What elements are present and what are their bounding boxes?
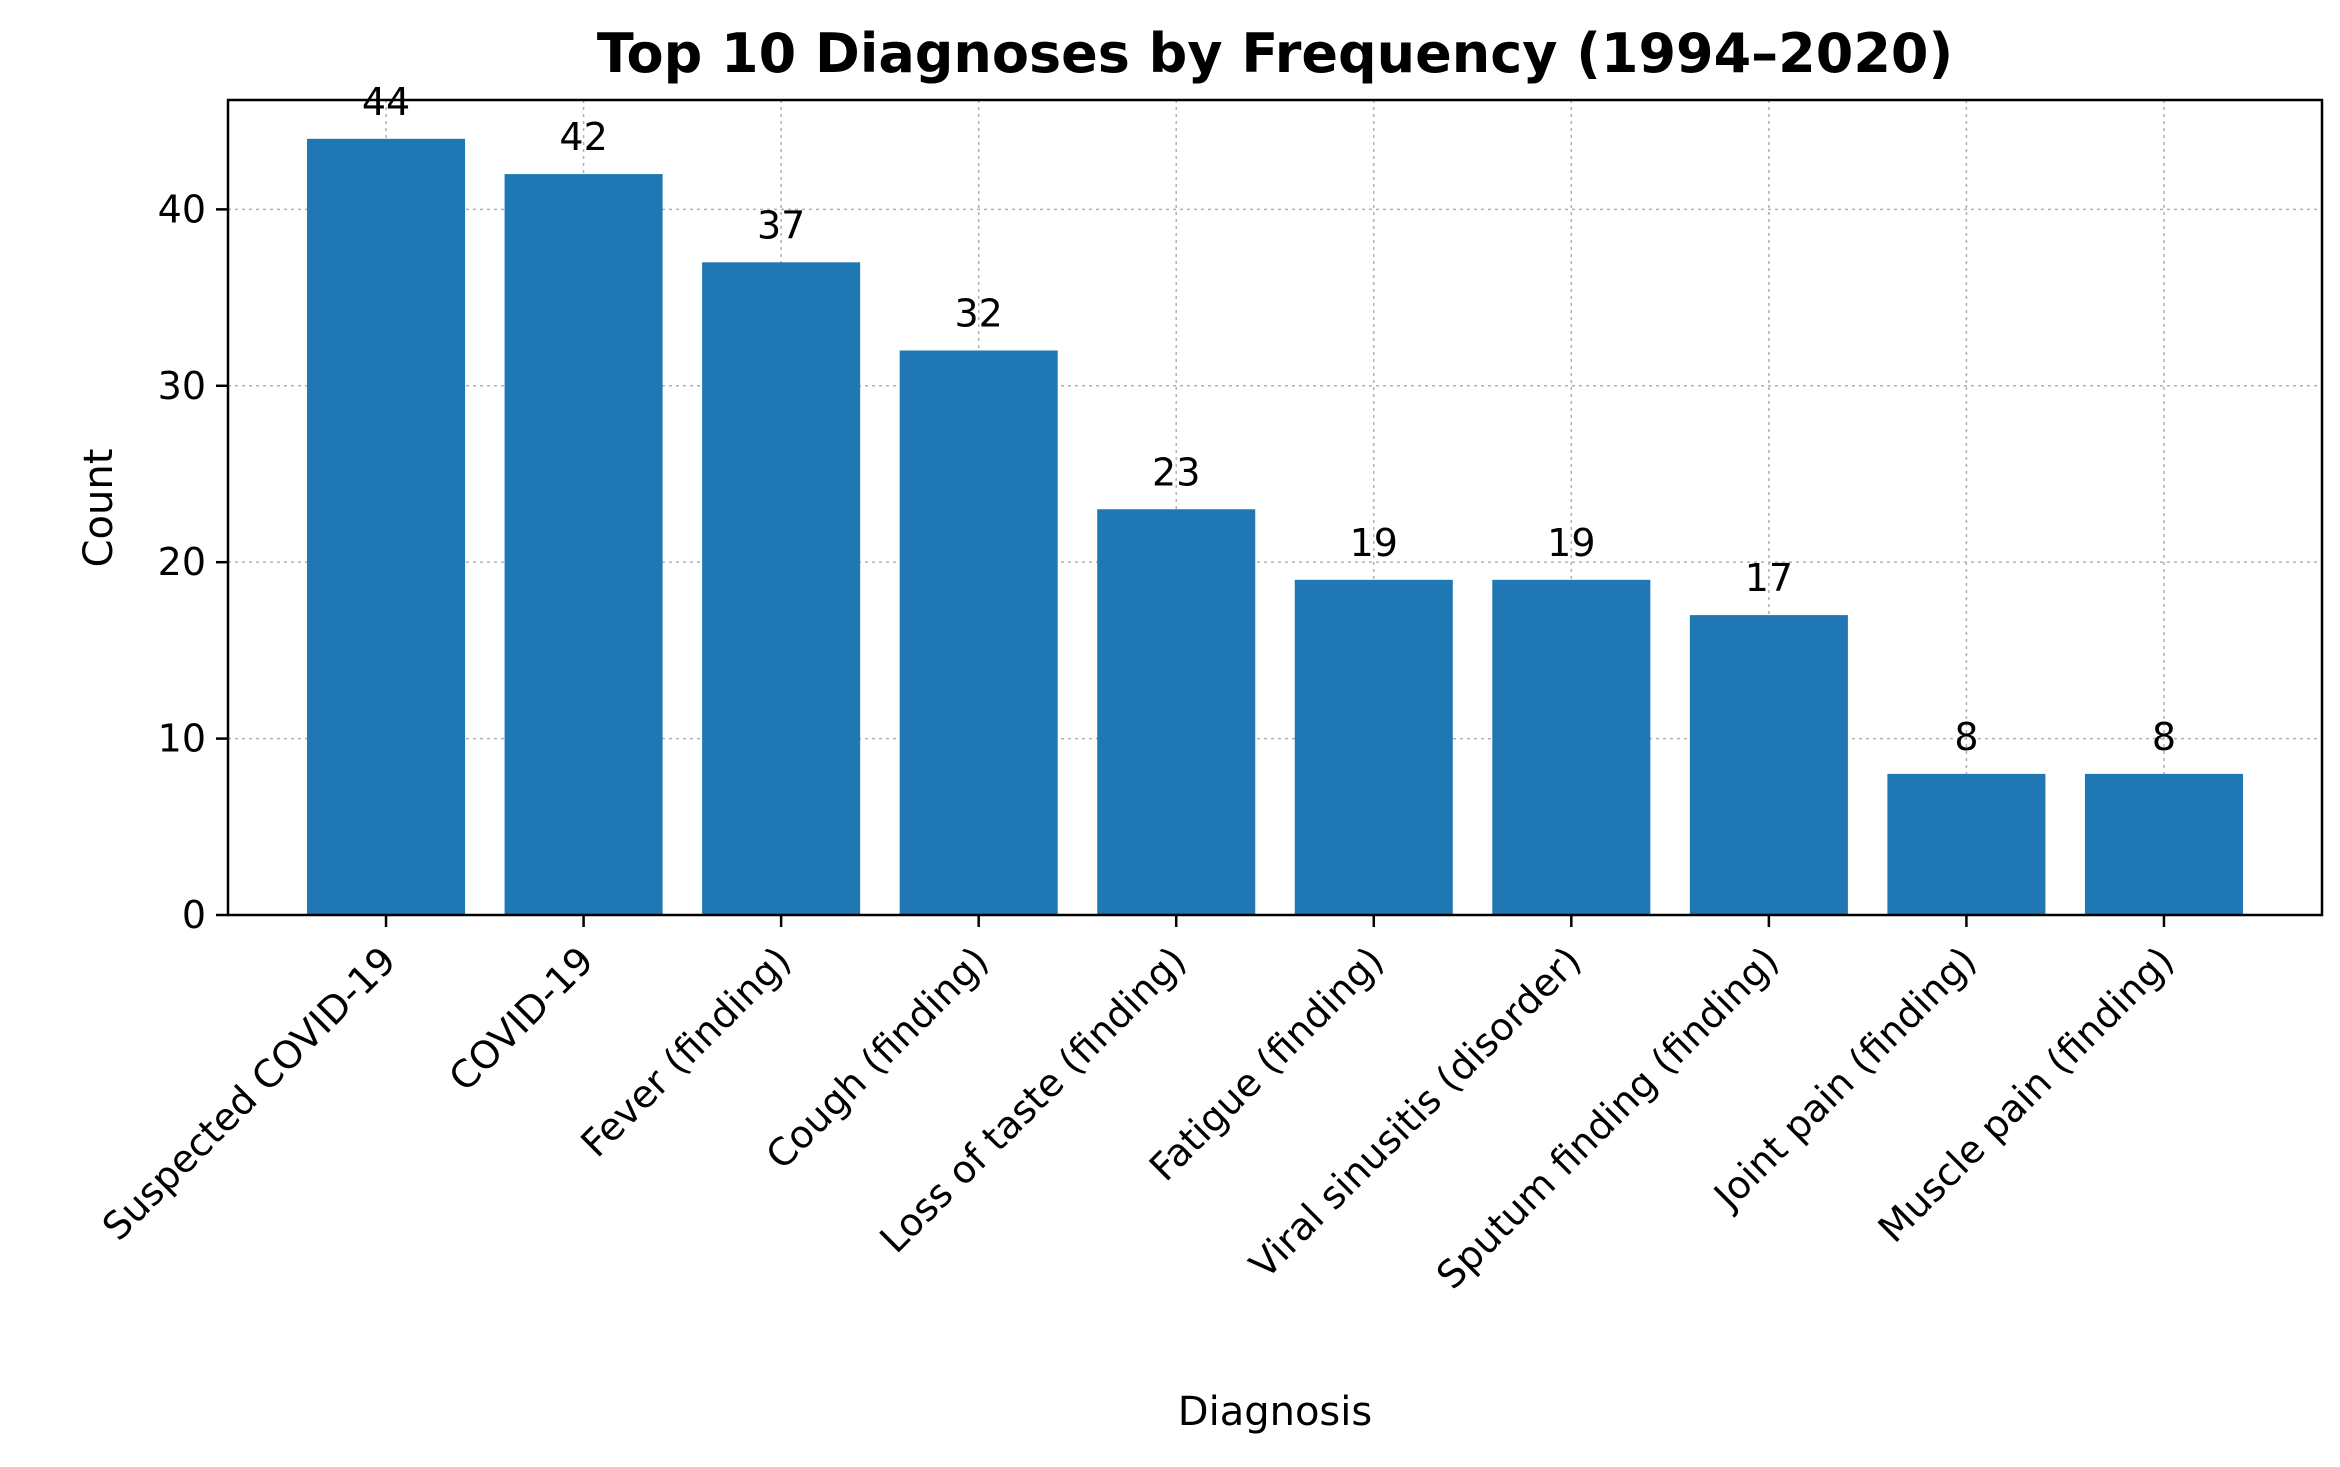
chart-title: Top 10 Diagnoses by Frequency (1994–2020…: [597, 22, 1953, 85]
y-tick-label: 40: [158, 187, 206, 231]
bar: [899, 350, 1058, 916]
y-tick-label: 30: [158, 364, 206, 408]
bar-value-label: 8: [1954, 715, 1978, 759]
bar: [307, 138, 466, 916]
bar: [1887, 773, 2046, 915]
bars: [307, 138, 2243, 916]
bar: [1689, 615, 1848, 915]
x-tick-label: COVID-19: [441, 938, 602, 1099]
x-tick-label: Suspected COVID-19: [94, 938, 405, 1249]
y-tick-label: 0: [182, 893, 206, 937]
bar-value-label: 23: [1152, 450, 1200, 494]
bar: [504, 174, 663, 915]
data-labels: 44 42 37 32 23 19 19 17 8 8: [362, 80, 2176, 759]
x-tick-label: Fever (finding): [572, 938, 799, 1165]
y-axis-label: Count: [76, 449, 122, 568]
bar: [1097, 509, 1256, 915]
bar-value-label: 19: [1547, 521, 1595, 565]
bar-value-label: 19: [1350, 521, 1398, 565]
bar: [702, 262, 861, 915]
bar: [1294, 579, 1453, 915]
bar-value-label: 44: [362, 80, 410, 124]
bar-value-label: 42: [559, 115, 607, 159]
x-tick-label: Viral sinusitis (disorder): [1241, 938, 1590, 1287]
y-axis: 0 10 20 30 40: [158, 187, 228, 937]
y-tick-label: 20: [158, 540, 206, 584]
bar-value-label: 8: [2152, 715, 2176, 759]
bar-value-label: 17: [1745, 556, 1793, 600]
plot-frame: [226, 98, 2324, 917]
bar-value-label: 32: [954, 291, 1002, 335]
x-axis-label: Diagnosis: [1178, 1389, 1372, 1435]
y-tick-label: 10: [158, 717, 206, 761]
x-tick-label: Sputum finding (finding): [1428, 938, 1787, 1297]
bar: [2084, 773, 2243, 915]
bar: [1492, 579, 1651, 915]
bar-value-label: 37: [757, 203, 805, 247]
